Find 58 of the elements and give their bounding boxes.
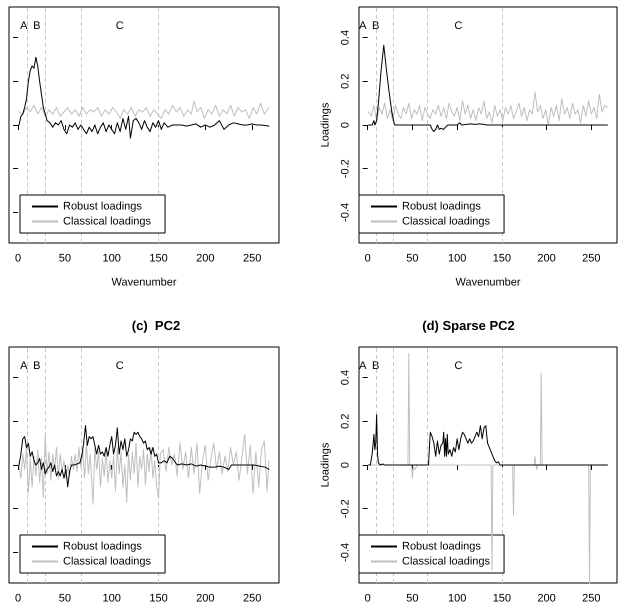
x-axis-title: Wavenumber [455,276,521,288]
x-tick-label: 250 [582,252,601,264]
x-tick-label: 150 [492,252,512,264]
legend-label: Robust loadings [63,200,142,212]
x-tick-label: 200 [196,252,214,264]
y-tick-label: 0.2 [340,74,352,89]
legend-label: Classical loadings [402,556,491,568]
annotation: C [116,20,124,32]
x-tick-label: 100 [448,252,466,264]
x-axis-title: Wavenumber [111,276,177,288]
x-tick-label: 150 [492,592,512,604]
annotation: B [33,360,40,372]
annotation: C [116,360,124,372]
x-tick-label: 250 [582,592,601,604]
annotation: C [454,20,462,32]
annotation: C [454,360,462,372]
x-tick-label: 100 [448,592,466,604]
legend-label: Classical loadings [63,216,152,228]
legend-label: Robust loadings [63,540,142,552]
x-tick-label: 0 [364,252,371,264]
x-tick-label: 250 [242,252,262,264]
x-tick-label: 50 [406,592,419,604]
y-axis-title: Loadings [320,442,332,488]
y-tick-label: -0.2 [340,499,352,518]
x-tick-label: 200 [537,592,556,604]
annotation: A [20,360,28,372]
legend-label: Classical loadings [402,216,491,228]
legend-label: Robust loadings [402,200,482,212]
y-tick-label: -0.4 [340,202,352,222]
x-tick-label: 150 [149,252,168,264]
y-tick-label: 0 [340,462,352,468]
x-tick-label: 0 [364,592,371,604]
x-tick-label: 50 [406,252,419,264]
y-tick-label: 0.2 [340,414,352,429]
annotation: A [20,20,28,32]
x-tick-label: 50 [58,252,72,264]
annotation: B [33,20,40,32]
x-tick-label: 0 [15,592,22,604]
annotation: A [359,360,368,372]
y-tick-label: -0.2 [340,159,352,178]
y-tick-label: 0 [340,122,352,128]
chart-title: (c) PC2 [132,318,180,333]
x-tick-label: 150 [149,592,168,604]
annotation: A [359,20,368,32]
x-tick-label: 250 [242,592,262,604]
x-tick-label: 0 [15,252,22,264]
legend-label: Robust loadings [402,540,482,552]
legend-label: Classical loadings [63,556,152,568]
y-axis-title: Loadings [320,102,332,148]
x-tick-label: 100 [102,252,121,264]
y-tick-label: 0.4 [340,370,352,386]
x-tick-label: 200 [537,252,556,264]
x-tick-label: 200 [196,592,214,604]
x-tick-label: 100 [102,592,121,604]
y-tick-label: -0.4 [340,542,352,562]
y-tick-label: 0.4 [340,30,352,46]
x-tick-label: 50 [58,592,72,604]
chart-title: (d) Sparse PC2 [422,318,515,333]
